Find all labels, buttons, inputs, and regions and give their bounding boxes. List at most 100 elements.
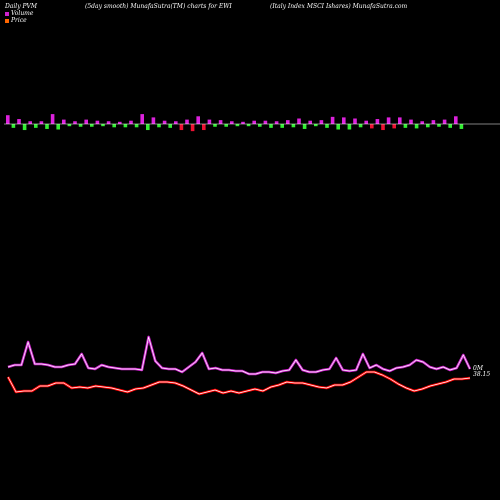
volume-bar — [28, 121, 32, 124]
volume-bar — [459, 124, 464, 129]
volume-bar — [420, 121, 424, 124]
volume-bar — [90, 124, 94, 127]
volume-bar — [269, 124, 273, 128]
volume-bar — [353, 118, 357, 124]
price-last-label: 38.15 — [473, 371, 491, 378]
volume-bar — [213, 124, 217, 127]
volume-bar — [398, 117, 402, 124]
volume-bar — [162, 120, 167, 124]
volume-bar — [207, 119, 212, 124]
volume-bar — [448, 124, 452, 128]
volume-bar — [146, 124, 150, 131]
volume-bar — [185, 119, 189, 124]
volume-bar — [56, 124, 60, 130]
volume-bar — [168, 124, 172, 128]
volume-bar — [442, 119, 447, 124]
volume-bar — [230, 121, 234, 124]
volume-bar — [95, 120, 100, 124]
volume-bar — [224, 124, 228, 127]
volume-bar — [246, 124, 251, 127]
volume-bar — [235, 124, 240, 127]
volume-bar — [151, 117, 156, 124]
volume-bar — [17, 119, 21, 124]
volume-bar — [45, 124, 49, 129]
volume-bar — [297, 118, 301, 124]
volume-bar — [118, 121, 122, 124]
volume-bar — [67, 124, 72, 127]
volume-bar — [319, 120, 324, 124]
series-lines — [6, 335, 472, 396]
volume-bar — [336, 124, 340, 130]
volume-bar — [190, 124, 195, 132]
volume-last-label: 0M — [473, 365, 483, 372]
volume-bar — [84, 119, 88, 124]
price-line-core — [7, 371, 471, 395]
volume-bar — [6, 115, 10, 124]
legend-volume-label: Volume — [11, 10, 34, 17]
volume-bar — [50, 114, 55, 124]
volume-line-core — [7, 336, 471, 375]
legend-price-label: Price — [11, 17, 27, 24]
volume-bars — [6, 114, 464, 132]
volume-bar — [454, 116, 458, 124]
legend-price-swatch — [5, 18, 9, 23]
volume-bar — [358, 124, 363, 128]
volume-bar — [218, 120, 223, 124]
volume-bar — [106, 121, 111, 124]
volume-bar — [392, 124, 396, 129]
volume-bar — [129, 120, 133, 124]
volume-bar — [431, 120, 436, 124]
volume-bar — [263, 120, 268, 124]
volume-bar — [22, 124, 27, 131]
volume-bar — [280, 124, 284, 128]
volume-bar — [375, 119, 380, 124]
volume-bar — [364, 120, 368, 124]
volume-bar — [78, 124, 83, 127]
volume-bar — [370, 124, 374, 129]
volume-bar — [140, 114, 144, 124]
volume-bar — [426, 124, 430, 128]
legend-volume: Volume — [5, 10, 33, 17]
volume-bar — [342, 117, 346, 124]
volume-bar — [308, 120, 312, 124]
volume-bar — [112, 124, 116, 128]
volume-bar — [11, 124, 16, 128]
volume-bar — [34, 124, 38, 128]
volume-bar — [179, 124, 184, 131]
volume-bar — [286, 120, 290, 124]
volume-bar — [409, 119, 413, 124]
volume-bar — [258, 124, 262, 127]
volume-bar — [274, 121, 279, 124]
volume-bar — [202, 124, 206, 131]
volume-bar — [157, 124, 161, 128]
volume-bar — [241, 121, 245, 124]
volume-bar — [302, 124, 307, 129]
volume-bar — [314, 124, 318, 127]
volume-bar — [134, 124, 139, 128]
volume-bar — [325, 124, 329, 128]
volume-bar — [196, 116, 200, 124]
legend-price: Price — [5, 17, 27, 24]
volume-bar — [291, 124, 296, 128]
volume-line — [7, 335, 472, 376]
header-left-title: Daily PVM — [5, 3, 38, 10]
volume-bar — [330, 116, 335, 124]
volume-bar — [101, 124, 105, 127]
volume-bar — [73, 121, 77, 124]
header-chart-title: (5day smooth) MunafaSutra(TM) charts for… — [85, 3, 232, 10]
volume-bar — [403, 124, 408, 128]
volume-bar — [62, 119, 66, 124]
volume-bar — [39, 121, 44, 124]
volume-bar — [381, 124, 385, 131]
header-right-title: (Italy Index MSCI Ishares) MunafaSutra.c… — [270, 3, 408, 10]
volume-bar — [386, 117, 391, 124]
volume-bar — [174, 121, 178, 124]
volume-bar — [414, 124, 419, 129]
volume-bar — [347, 124, 352, 130]
volume-bar — [252, 120, 256, 124]
volume-bar — [437, 124, 441, 127]
legend-volume-swatch — [5, 11, 9, 16]
volume-bar — [123, 124, 128, 128]
price-line — [6, 370, 471, 396]
